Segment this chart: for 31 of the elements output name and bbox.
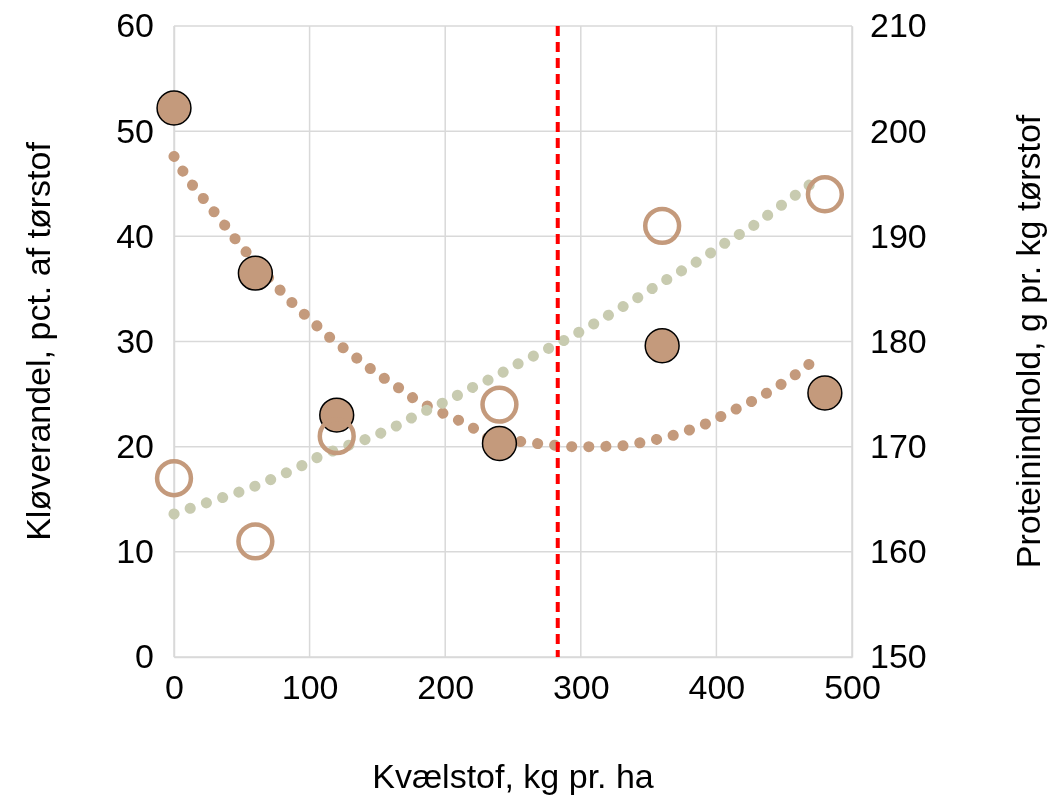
y-tick-label: 20 bbox=[116, 427, 154, 466]
y-tick-label: 0 bbox=[135, 637, 154, 676]
y-tick-label: 50 bbox=[116, 111, 154, 150]
x-tick-label: 400 bbox=[688, 668, 746, 707]
y-axis-title: Kløverandel, pct. af tørstof bbox=[19, 141, 57, 541]
x-tick-label: 200 bbox=[417, 668, 475, 707]
y-tick-label: 40 bbox=[116, 216, 154, 255]
y2-tick-label: 200 bbox=[870, 111, 927, 150]
point bbox=[642, 206, 682, 245]
point bbox=[481, 425, 518, 462]
point bbox=[156, 90, 192, 126]
point bbox=[237, 255, 274, 291]
point bbox=[154, 459, 194, 498]
y2-axis-title: Proteinindhold, g pr. kg tørstof bbox=[1009, 114, 1047, 569]
y-tick-label: 10 bbox=[116, 532, 154, 571]
x-axis-title: Kvælstof, kg pr. ha bbox=[372, 757, 654, 795]
y2-tick-label: 170 bbox=[870, 427, 927, 466]
point bbox=[480, 385, 519, 424]
point bbox=[805, 175, 845, 214]
point bbox=[236, 522, 275, 561]
point bbox=[807, 375, 843, 411]
x-tick-label: 0 bbox=[165, 668, 184, 707]
y-tick-label: 60 bbox=[116, 6, 154, 45]
y2-tick-label: 160 bbox=[870, 532, 927, 571]
point bbox=[644, 328, 680, 364]
y2-tick-label: 180 bbox=[870, 321, 927, 360]
y2-tick-label: 210 bbox=[870, 6, 927, 45]
x-tick-label: 300 bbox=[552, 668, 610, 707]
x-tick-label: 100 bbox=[281, 668, 339, 707]
y2-tick-label: 190 bbox=[870, 216, 927, 255]
y-tick-label: 30 bbox=[116, 321, 154, 360]
